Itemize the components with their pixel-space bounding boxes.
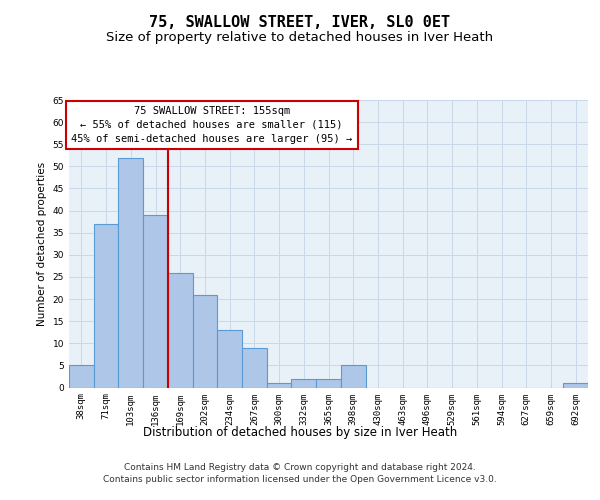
Text: 75, SWALLOW STREET, IVER, SL0 0ET: 75, SWALLOW STREET, IVER, SL0 0ET <box>149 15 451 30</box>
Bar <box>242 348 267 388</box>
Bar <box>316 378 341 388</box>
Bar <box>118 158 143 388</box>
Bar <box>563 383 588 388</box>
Bar <box>341 366 365 388</box>
Bar <box>94 224 118 388</box>
Text: Contains public sector information licensed under the Open Government Licence v3: Contains public sector information licen… <box>103 476 497 484</box>
Y-axis label: Number of detached properties: Number of detached properties <box>37 162 47 326</box>
Text: 75 SWALLOW STREET: 155sqm
← 55% of detached houses are smaller (115)
45% of semi: 75 SWALLOW STREET: 155sqm ← 55% of detac… <box>71 106 352 144</box>
Bar <box>168 272 193 388</box>
Text: Contains HM Land Registry data © Crown copyright and database right 2024.: Contains HM Land Registry data © Crown c… <box>124 463 476 472</box>
Bar <box>217 330 242 388</box>
Text: Size of property relative to detached houses in Iver Heath: Size of property relative to detached ho… <box>106 31 494 44</box>
Bar <box>143 215 168 388</box>
Bar <box>69 366 94 388</box>
Bar <box>193 294 217 388</box>
Bar <box>292 378 316 388</box>
Bar <box>267 383 292 388</box>
Text: Distribution of detached houses by size in Iver Heath: Distribution of detached houses by size … <box>143 426 457 439</box>
